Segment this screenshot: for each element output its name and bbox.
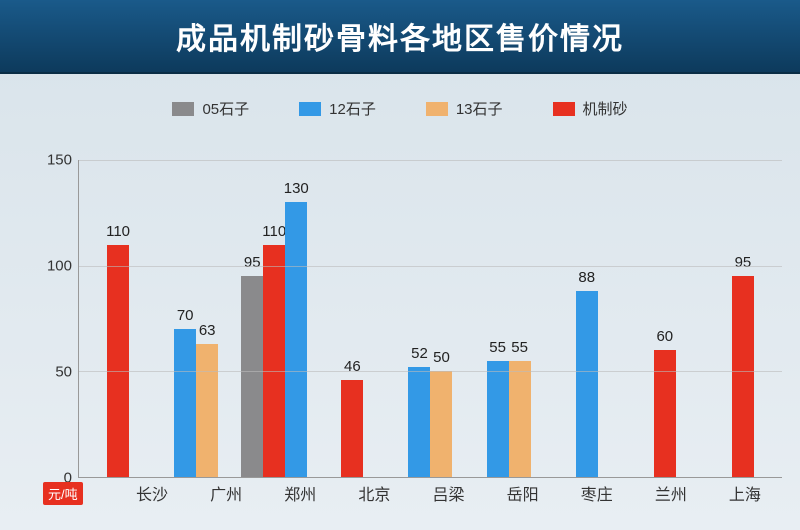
bar-value-label: 55	[511, 339, 528, 356]
chart-area: 050100150 110706395110130465250555588609…	[42, 160, 782, 478]
legend-item: 13石子	[426, 98, 503, 119]
bar-group: 110	[79, 160, 157, 477]
x-axis-label: 岳阳	[486, 481, 560, 505]
legend-swatch	[553, 102, 575, 116]
bar-value-label: 70	[177, 307, 194, 324]
bar-group: 95	[704, 160, 782, 477]
bar: 95	[241, 276, 263, 477]
bar-value-label: 95	[244, 254, 261, 271]
legend-label: 12石子	[329, 98, 376, 119]
grid-line	[79, 371, 782, 372]
bar-value-label: 52	[411, 345, 428, 362]
bar-group: 60	[626, 160, 704, 477]
legend-item: 12石子	[299, 98, 376, 119]
legend-item: 机制砂	[553, 98, 628, 119]
y-tick-label: 150	[47, 152, 72, 169]
legend-swatch	[426, 102, 448, 116]
x-axis-label: 长沙	[115, 481, 189, 505]
x-axis-label: 上海	[708, 481, 782, 505]
bar: 130	[285, 202, 307, 477]
bar-value-label: 110	[106, 223, 130, 240]
bar-value-label: 88	[578, 269, 595, 286]
bar-group: 88	[548, 160, 626, 477]
bar: 52	[408, 367, 430, 477]
unit-badge: 元/吨	[43, 482, 83, 505]
x-axis-label: 兰州	[634, 481, 708, 505]
bar: 110	[107, 245, 129, 477]
bar-group: 7063	[157, 160, 235, 477]
legend-label: 05石子	[202, 98, 249, 119]
bar-group: 46	[313, 160, 391, 477]
bar: 60	[654, 350, 676, 477]
x-axis-label: 吕梁	[411, 481, 485, 505]
bar-value-label: 63	[199, 322, 216, 339]
bar: 55	[509, 361, 531, 477]
y-axis: 050100150	[42, 160, 78, 478]
grid-line	[79, 160, 782, 161]
plot-area: 1107063951101304652505555886095 长沙广州郑州北京…	[78, 160, 782, 478]
bar: 88	[576, 291, 598, 477]
x-axis-label: 郑州	[263, 481, 337, 505]
bar: 63	[196, 344, 218, 477]
bar-value-label: 95	[735, 254, 752, 271]
chart-title: 成品机制砂骨料各地区售价情况	[0, 0, 800, 74]
bar-value-label: 110	[262, 223, 286, 240]
x-axis-labels: 长沙广州郑州北京吕梁岳阳枣庄兰州上海	[115, 481, 782, 505]
bar: 46	[341, 380, 363, 477]
bar-group: 95110130	[235, 160, 313, 477]
grid-line	[79, 266, 782, 267]
bar-group: 5555	[470, 160, 548, 477]
bar: 110	[263, 245, 285, 477]
y-tick-label: 50	[55, 364, 72, 381]
x-axis-label: 广州	[189, 481, 263, 505]
x-axis-label: 北京	[337, 481, 411, 505]
bar: 95	[732, 276, 754, 477]
bar: 70	[174, 329, 196, 477]
bar: 50	[430, 371, 452, 477]
legend-swatch	[172, 102, 194, 116]
bar-value-label: 50	[433, 349, 450, 366]
legend-label: 13石子	[456, 98, 503, 119]
bar: 55	[487, 361, 509, 477]
bar-group: 5250	[391, 160, 469, 477]
x-axis-label: 枣庄	[560, 481, 634, 505]
legend-item: 05石子	[172, 98, 249, 119]
bar-value-label: 60	[656, 328, 673, 345]
legend: 05石子 12石子 13石子 机制砂	[0, 74, 800, 131]
bar-value-label: 130	[284, 180, 309, 197]
bar-groups: 1107063951101304652505555886095	[79, 160, 782, 477]
bar-value-label: 55	[489, 339, 506, 356]
legend-label: 机制砂	[583, 98, 628, 119]
legend-swatch	[299, 102, 321, 116]
y-tick-label: 100	[47, 258, 72, 275]
